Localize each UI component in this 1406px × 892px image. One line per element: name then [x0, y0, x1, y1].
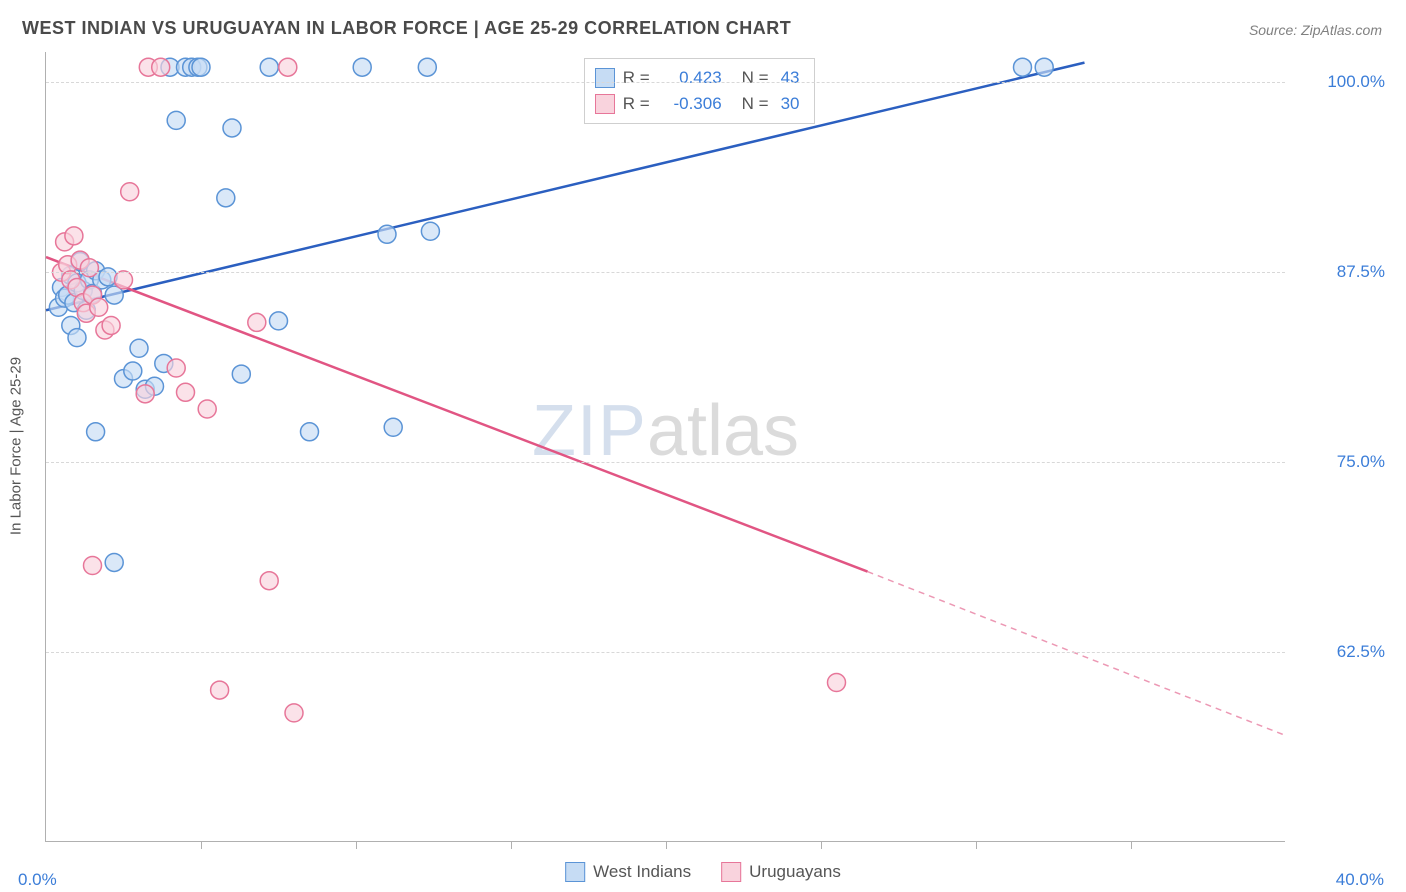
data-point	[418, 58, 436, 76]
source-attribution: Source: ZipAtlas.com	[1249, 22, 1382, 38]
stats-legend-row: R = 0.423 N = 43	[595, 65, 800, 91]
x-tick	[511, 841, 512, 849]
data-point	[378, 225, 396, 243]
legend-n-value: 30	[781, 94, 800, 114]
data-point	[192, 58, 210, 76]
data-point	[353, 58, 371, 76]
data-point	[167, 111, 185, 129]
data-point	[1035, 58, 1053, 76]
chart-plot-area: ZIPatlas R =0.423N =43R =-0.306N =30 62.…	[45, 52, 1285, 842]
data-point	[1014, 58, 1032, 76]
series-legend-label: West Indians	[593, 862, 691, 882]
chart-title: WEST INDIAN VS URUGUAYAN IN LABOR FORCE …	[22, 18, 791, 39]
legend-r-value: 0.423	[662, 68, 722, 88]
x-tick	[356, 841, 357, 849]
x-tick	[666, 841, 667, 849]
data-point	[177, 383, 195, 401]
data-point	[68, 329, 86, 347]
data-point	[211, 681, 229, 699]
gridline	[46, 272, 1285, 273]
data-point	[248, 313, 266, 331]
regression-line-extension	[868, 572, 1287, 736]
x-axis-max-label: 40.0%	[1336, 870, 1384, 890]
data-point	[124, 362, 142, 380]
data-point	[301, 423, 319, 441]
stats-legend-row: R = -0.306 N = 30	[595, 91, 800, 117]
legend-swatch	[565, 862, 585, 882]
x-tick	[1131, 841, 1132, 849]
y-tick-label: 75.0%	[1295, 452, 1385, 472]
series-legend-item: Uruguayans	[721, 862, 841, 882]
gridline	[46, 652, 1285, 653]
stats-legend: R = 0.423 N = 43 R = -0.306 N = 30	[584, 58, 815, 124]
x-tick	[201, 841, 202, 849]
data-point	[285, 704, 303, 722]
series-legend-label: Uruguayans	[749, 862, 841, 882]
chart-svg	[46, 52, 1285, 841]
data-point	[232, 365, 250, 383]
data-point	[260, 58, 278, 76]
data-point	[130, 339, 148, 357]
regression-line	[46, 257, 868, 571]
data-point	[260, 572, 278, 590]
series-legend: West Indians Uruguayans	[565, 862, 841, 882]
data-point	[84, 557, 102, 575]
legend-n-label: N =	[742, 68, 769, 88]
data-point	[217, 189, 235, 207]
data-point	[384, 418, 402, 436]
data-point	[87, 423, 105, 441]
data-point	[121, 183, 139, 201]
data-point	[167, 359, 185, 377]
y-tick-label: 100.0%	[1295, 72, 1385, 92]
y-axis-title: In Labor Force | Age 25-29	[8, 357, 25, 535]
data-point	[279, 58, 297, 76]
gridline	[46, 462, 1285, 463]
data-point	[421, 222, 439, 240]
legend-r-value: -0.306	[662, 94, 722, 114]
x-tick	[976, 841, 977, 849]
legend-swatch	[595, 94, 615, 114]
x-tick	[821, 841, 822, 849]
legend-n-value: 43	[781, 68, 800, 88]
y-tick-label: 87.5%	[1295, 262, 1385, 282]
y-tick-label: 62.5%	[1295, 642, 1385, 662]
series-legend-item: West Indians	[565, 862, 691, 882]
legend-n-label: N =	[742, 94, 769, 114]
data-point	[136, 385, 154, 403]
data-point	[828, 673, 846, 691]
data-point	[90, 298, 108, 316]
data-point	[223, 119, 241, 137]
legend-r-label: R =	[623, 68, 650, 88]
data-point	[198, 400, 216, 418]
x-axis-min-label: 0.0%	[18, 870, 57, 890]
data-point	[115, 271, 133, 289]
data-point	[270, 312, 288, 330]
legend-r-label: R =	[623, 94, 650, 114]
legend-swatch	[721, 862, 741, 882]
data-point	[105, 553, 123, 571]
legend-swatch	[595, 68, 615, 88]
gridline	[46, 82, 1285, 83]
data-point	[65, 227, 83, 245]
data-point	[80, 259, 98, 277]
data-point	[152, 58, 170, 76]
data-point	[102, 316, 120, 334]
